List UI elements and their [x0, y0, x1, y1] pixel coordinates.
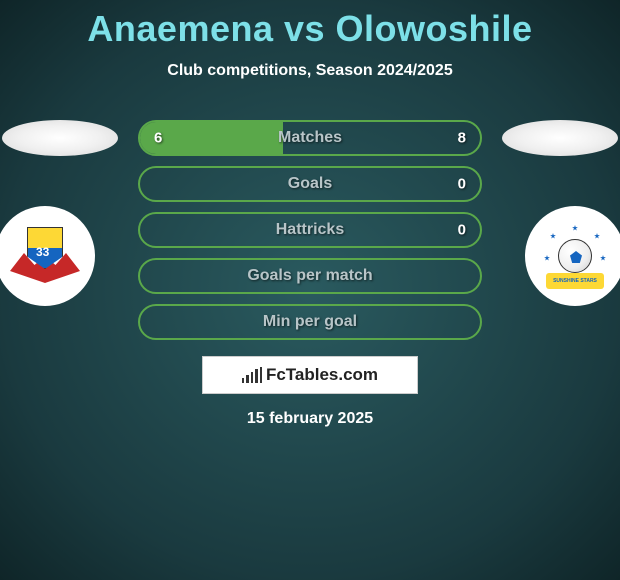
stat-row: Hattricks 0 [138, 212, 482, 248]
crest-left-number: 33 [36, 245, 49, 259]
stat-label: Matches [278, 129, 342, 147]
avatar-placeholder-left [2, 120, 118, 156]
brand-box[interactable]: FcTables.com [202, 356, 418, 394]
stat-value-right: 8 [458, 130, 466, 147]
brand-chart-icon [242, 367, 262, 383]
stat-label: Goals per match [247, 267, 372, 285]
stat-row: 6 Matches 8 [138, 120, 482, 156]
stat-value-right: 0 [458, 176, 466, 193]
stat-row: Min per goal [138, 304, 482, 340]
stat-value-right: 0 [458, 222, 466, 239]
page-subtitle: Club competitions, Season 2024/2025 [0, 62, 620, 80]
player-column-right: SUNSHINE STARS [500, 120, 620, 306]
stat-label: Min per goal [263, 313, 357, 331]
date-text: 15 february 2025 [0, 410, 620, 428]
crest-left-icon: 33 [10, 221, 80, 291]
brand-text: FcTables.com [266, 365, 378, 385]
club-badge-right: SUNSHINE STARS [525, 206, 620, 306]
crest-right-icon: SUNSHINE STARS [540, 221, 610, 291]
page-title: Anaemena vs Olowoshile [0, 0, 620, 50]
stat-label: Hattricks [276, 221, 344, 239]
stat-row: Goals per match [138, 258, 482, 294]
club-badge-left: 33 [0, 206, 95, 306]
stat-row: Goals 0 [138, 166, 482, 202]
player-column-left: 33 [0, 120, 120, 306]
crest-right-banner: SUNSHINE STARS [546, 273, 604, 289]
stat-label: Goals [288, 175, 332, 193]
stat-value-left: 6 [154, 130, 162, 147]
avatar-placeholder-right [502, 120, 618, 156]
stats-container: 6 Matches 8 Goals 0 Hattricks 0 Goals per match… [138, 120, 482, 340]
